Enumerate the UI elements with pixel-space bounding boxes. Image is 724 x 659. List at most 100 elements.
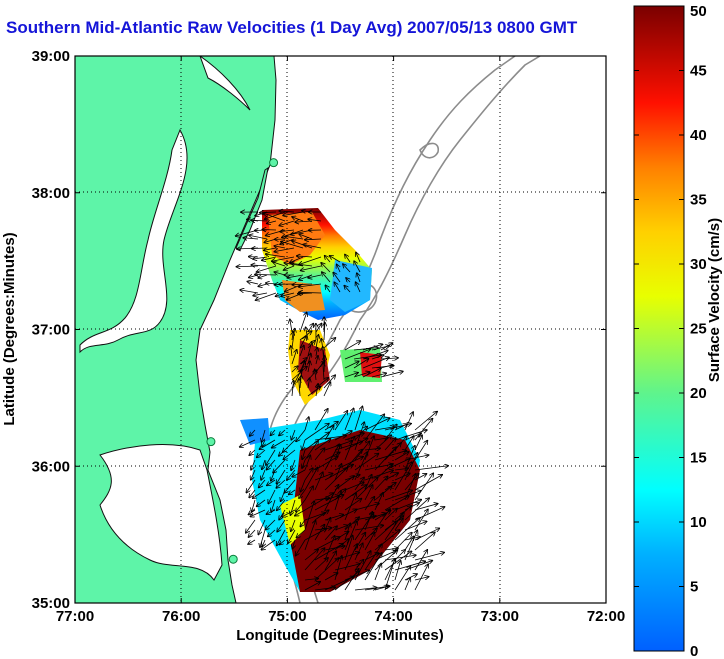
velocity-arrow <box>256 265 277 272</box>
velocity-arrow <box>281 292 295 296</box>
colorbar-tick-label: 20 <box>690 385 707 402</box>
velocity-arrow <box>354 422 364 451</box>
velocity-arrow <box>304 549 318 561</box>
velocity-arrow <box>256 292 277 300</box>
velocity-arrow <box>283 211 304 215</box>
velocity-arrow <box>284 479 296 493</box>
velocity-arrow <box>299 312 307 333</box>
velocity-arrow <box>300 479 306 492</box>
velocity-arrow <box>300 519 306 527</box>
velocity-arrow <box>323 382 330 397</box>
station-marker <box>269 158 279 168</box>
velocity-arrow <box>246 479 256 493</box>
velocity-arrow <box>324 536 335 561</box>
delaware-bay <box>199 56 251 111</box>
velocity-arrow <box>344 437 354 461</box>
colorbar-tick-label: 40 <box>690 127 707 144</box>
velocity-arrow <box>394 462 412 491</box>
x-axis-label: Longitude (Degrees:Minutes) <box>236 627 444 644</box>
velocity-arrow <box>292 469 306 477</box>
velocity-arrow <box>292 217 304 222</box>
velocity-arrow <box>251 265 268 266</box>
velocity-arrow <box>287 274 304 278</box>
velocity-arrow <box>279 211 295 212</box>
station-marker <box>206 437 216 447</box>
colorbar-tick-label: 10 <box>690 514 707 531</box>
velocity-arrow <box>374 509 390 531</box>
velocity-arrow <box>276 479 286 488</box>
velocity-arrow <box>292 332 293 341</box>
velocity-arrow <box>304 493 333 511</box>
x-tick-label: 72:00 <box>587 608 625 625</box>
velocity-arrow <box>362 368 381 378</box>
velocity-arrow <box>384 509 397 521</box>
velocity-arrow <box>304 424 329 441</box>
velocity-arrow <box>243 238 259 239</box>
velocity-arrow <box>394 550 405 561</box>
velocity-arrow <box>344 569 359 591</box>
velocity-arrow <box>308 378 310 389</box>
velocity-arrow <box>253 489 266 498</box>
colorbar-label: Surface Velocity (cm/s) <box>706 218 723 382</box>
velocity-arrow <box>394 452 409 461</box>
velocity-arrow <box>291 350 297 365</box>
x-tick-label: 77:00 <box>56 608 94 625</box>
y-axis-label: Latitude (Degrees:Minutes) <box>1 232 18 425</box>
velocity-arrow <box>292 381 294 397</box>
field-patch-north-east <box>330 260 372 312</box>
velocity-arrow <box>404 521 427 531</box>
velocity-arrow <box>414 504 438 511</box>
velocity-arrow <box>345 255 351 263</box>
velocity-arrow <box>354 543 363 561</box>
velocity-arrow <box>240 290 259 294</box>
velocity-arrow <box>304 582 320 591</box>
velocity-arrow <box>266 509 276 514</box>
velocity-arrow <box>314 456 338 471</box>
velocity-arrow <box>414 550 427 571</box>
velocity-arrow <box>314 472 323 491</box>
velocity-arrow <box>374 427 394 431</box>
velocity-arrow <box>291 263 313 267</box>
velocity-arrow <box>249 235 268 240</box>
velocity-arrow <box>314 498 330 500</box>
barrier-island-north <box>235 166 269 251</box>
velocity-arrow <box>384 438 396 451</box>
velocity-arrow <box>414 564 428 591</box>
velocity-arrow <box>354 588 377 590</box>
velocity-arrow <box>364 448 380 450</box>
velocity-arrow <box>346 278 350 282</box>
velocity-arrow <box>414 466 448 471</box>
velocity-arrow <box>314 544 343 561</box>
velocity-arrow <box>268 489 276 504</box>
velocity-arrow <box>394 566 410 591</box>
velocity-arrow <box>344 286 351 293</box>
velocity-arrow <box>251 459 256 470</box>
velocity-arrow <box>296 429 306 441</box>
chesapeake-bay <box>79 128 188 354</box>
velocity-arrow <box>334 509 357 521</box>
velocity-arrow <box>253 293 268 296</box>
velocity-arrow <box>394 518 420 541</box>
velocity-arrow <box>371 373 386 378</box>
velocity-arrow <box>249 489 256 498</box>
velocity-arrow <box>283 449 296 459</box>
velocity-arrow <box>404 578 410 591</box>
velocity-arrow <box>284 265 295 270</box>
velocity-arrow <box>404 498 429 521</box>
velocity-arrow <box>356 282 361 293</box>
velocity-arrow <box>364 497 374 511</box>
velocity-arrow <box>374 493 383 511</box>
velocity-arrow <box>257 449 266 457</box>
velocity-arrow <box>277 519 286 532</box>
velocity-arrow <box>302 449 305 459</box>
velocity-arrow <box>299 292 322 293</box>
velocity-arrow <box>297 256 313 257</box>
velocity-arrow <box>314 587 335 591</box>
station-marker <box>228 554 238 564</box>
velocity-arrow <box>344 438 368 451</box>
velocity-arrow <box>314 409 328 431</box>
velocity-arrow <box>272 256 295 261</box>
velocity-arrow <box>304 529 326 541</box>
velocity-arrow <box>404 446 415 471</box>
velocity-arrow <box>250 509 266 517</box>
